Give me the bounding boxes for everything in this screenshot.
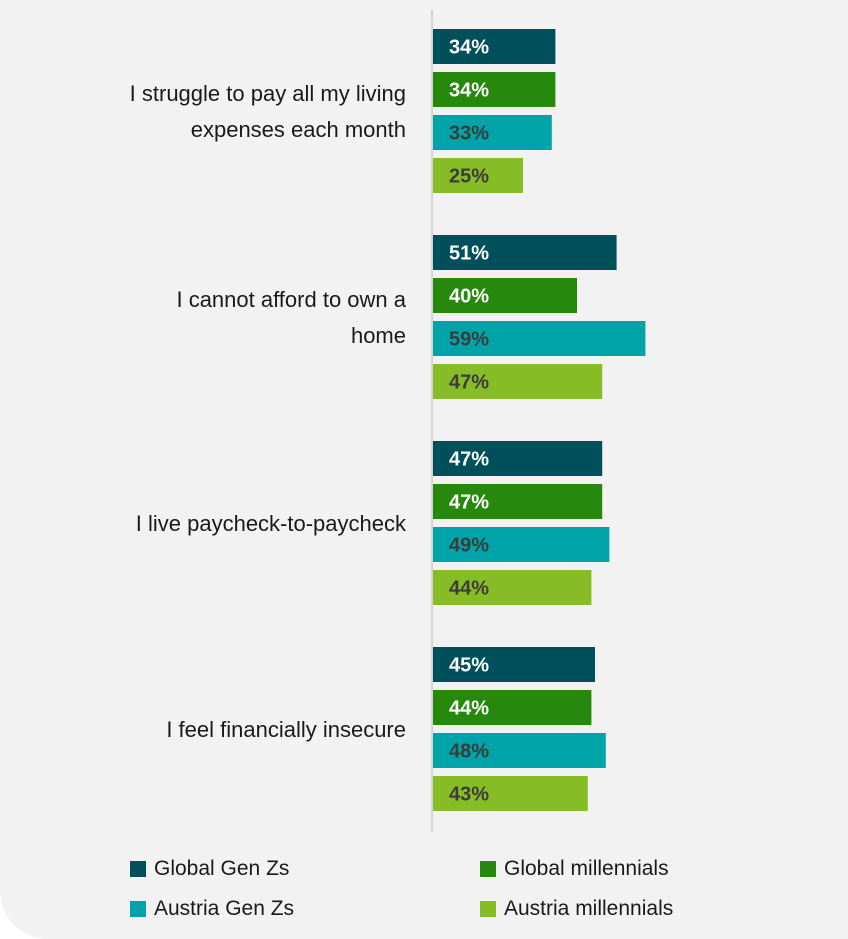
bar: [433, 690, 592, 725]
category-label-line: I feel financially insecure: [166, 717, 406, 742]
legend-swatch-austria-gen-zs: [130, 901, 146, 917]
legend-swatch-austria-millennials: [480, 901, 496, 917]
legend-label: Global millennials: [504, 857, 669, 880]
category-label: I feel financially insecure: [166, 717, 406, 742]
bar: [433, 321, 646, 356]
bar-value-label: 45%: [449, 655, 489, 677]
legend-swatch-global-millennials: [480, 861, 496, 877]
category-label: I cannot afford to own a home: [176, 287, 406, 348]
bar-value-label: 33%: [449, 123, 489, 145]
bar-value-label: 40%: [449, 286, 489, 308]
legend: Global Gen Zs Global millennials Austria…: [130, 856, 750, 922]
category-labels: I struggle to pay all my living expenses …: [130, 81, 407, 742]
bar: [433, 72, 556, 107]
category-label: I live paycheck-to-paycheck: [136, 511, 407, 536]
legend-label: Austria Gen Zs: [154, 897, 295, 920]
legend-label: Global Gen Zs: [154, 857, 290, 880]
legend-item-global-millennials: Global millennials: [480, 856, 750, 882]
bar: [433, 235, 617, 270]
category-label-line: I struggle to pay all my living: [130, 81, 406, 106]
bar-value-label: 59%: [449, 329, 489, 351]
category-label-line: I live paycheck-to-paycheck: [136, 511, 407, 536]
bar: [433, 527, 610, 562]
legend-item-austria-millennials: Austria millennials: [480, 896, 750, 922]
bar-value-label: 43%: [449, 784, 489, 806]
bar: [433, 776, 588, 811]
bar-value-label: 25%: [449, 166, 489, 188]
bar-value-label: 47%: [449, 492, 489, 514]
bar: [433, 647, 595, 682]
bars: 34% 34% 33% 25% 51% 40% 59% 47% 47% 47% 49% 44% 45% 4…: [433, 29, 646, 811]
bar: [433, 484, 603, 519]
bar-value-label: 49%: [449, 535, 489, 557]
bar: [433, 733, 606, 768]
bar-value-label: 51%: [449, 243, 489, 265]
category-label-line: home: [351, 323, 406, 348]
category-label: I struggle to pay all my living expenses …: [130, 81, 406, 142]
legend-item-global-gen-zs: Global Gen Zs: [130, 856, 480, 882]
bar: [433, 29, 556, 64]
legend-label: Austria millennials: [504, 897, 674, 920]
bar-value-label: 47%: [449, 372, 489, 394]
bar-value-label: 47%: [449, 449, 489, 471]
bar-value-label: 34%: [449, 37, 489, 59]
bar: [433, 278, 577, 313]
bar: [433, 364, 603, 399]
bar-chart: I struggle to pay all my living expenses …: [130, 10, 646, 832]
bar: [433, 570, 592, 605]
bar-value-label: 48%: [449, 741, 489, 763]
legend-swatch-global-gen-zs: [130, 861, 146, 877]
bar: [433, 441, 603, 476]
bar-value-label: 34%: [449, 80, 489, 102]
category-label-line: I cannot afford to own a: [176, 287, 406, 312]
bar: [433, 158, 523, 193]
legend-item-austria-gen-zs: Austria Gen Zs: [130, 896, 480, 922]
bar: [433, 115, 552, 150]
bar-value-label: 44%: [449, 698, 489, 720]
bar-value-label: 44%: [449, 578, 489, 600]
category-label-line: expenses each month: [191, 117, 406, 142]
